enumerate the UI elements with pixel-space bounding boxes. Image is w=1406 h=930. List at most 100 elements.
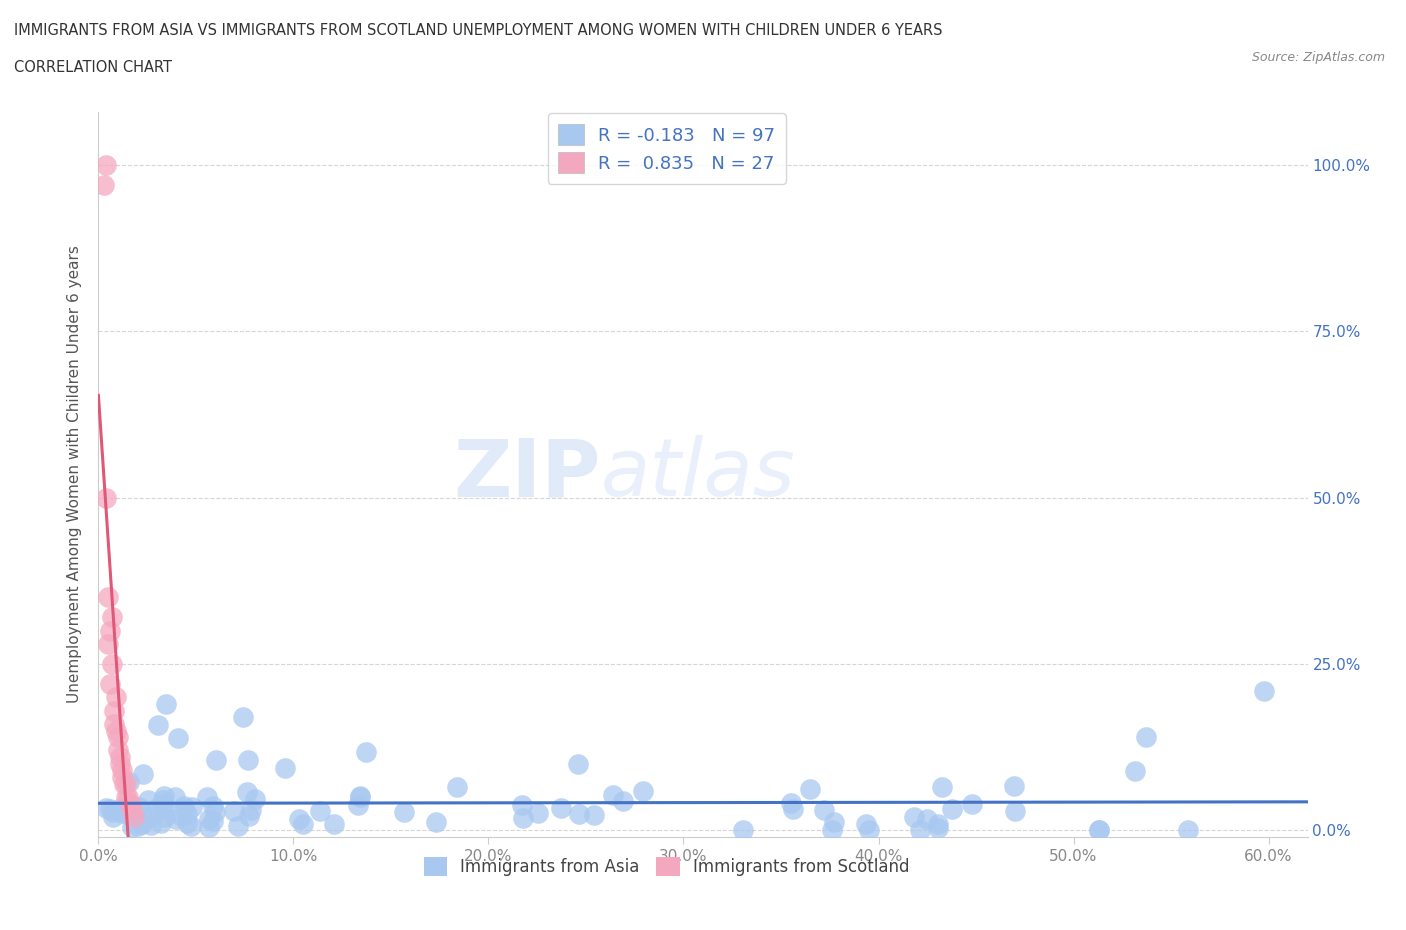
Point (103, 809, 125, 824)
Point (127, 818, 149, 833)
Y-axis label: Unemployment Among Women with Children Under 6 years: Unemployment Among Women with Children U… (67, 246, 83, 703)
Point (195, 790, 218, 804)
Point (110, 800, 132, 815)
Point (823, 815, 845, 830)
Point (287, 812, 309, 827)
Point (93, 178, 115, 193)
Point (568, 806, 591, 821)
Point (169, 807, 191, 822)
Point (602, 788, 624, 803)
Text: atlas: atlas (600, 435, 794, 513)
Point (356, 744, 378, 759)
Point (121, 819, 143, 834)
Point (240, 803, 263, 817)
Point (226, 819, 249, 834)
Point (232, 710, 254, 724)
Point (238, 752, 260, 767)
Point (512, 811, 534, 826)
Point (821, 822, 844, 837)
Point (322, 817, 344, 831)
Point (583, 807, 606, 822)
Point (550, 801, 572, 816)
Point (131, 817, 153, 831)
Point (97, 636, 120, 651)
Point (132, 810, 155, 825)
Point (612, 794, 634, 809)
Point (733, 822, 755, 837)
Point (349, 790, 371, 804)
Point (112, 777, 135, 791)
Point (238, 809, 260, 824)
Point (108, 750, 131, 764)
Point (222, 804, 245, 818)
Point (165, 790, 187, 804)
Point (204, 804, 226, 819)
Point (527, 805, 550, 820)
Point (98, 623, 121, 638)
Point (153, 809, 176, 824)
Point (118, 796, 141, 811)
Point (931, 779, 953, 794)
Point (510, 798, 533, 813)
Point (198, 819, 221, 834)
Legend: Immigrants from Asia, Immigrants from Scotland: Immigrants from Asia, Immigrants from Sc… (418, 851, 917, 884)
Point (236, 784, 259, 799)
Point (394, 804, 416, 819)
Point (181, 799, 204, 814)
Point (122, 810, 145, 825)
Point (146, 717, 169, 732)
Text: ZIP: ZIP (453, 435, 600, 513)
Point (107, 730, 129, 745)
Point (114, 790, 136, 804)
Point (108, 756, 131, 771)
Point (201, 799, 224, 814)
Point (153, 789, 176, 804)
Point (139, 817, 162, 832)
Point (98, 676, 121, 691)
Point (101, 657, 124, 671)
Point (150, 816, 173, 830)
Point (165, 811, 187, 826)
Point (103, 703, 125, 718)
Point (180, 818, 202, 833)
Point (101, 805, 124, 820)
Point (202, 814, 225, 829)
Point (118, 775, 141, 790)
Point (176, 806, 198, 821)
Point (96, 157, 118, 172)
Point (782, 802, 804, 817)
Point (117, 808, 139, 823)
Point (567, 757, 589, 772)
Point (1087, 822, 1109, 837)
Point (152, 797, 174, 812)
Point (136, 810, 159, 825)
Point (98, 802, 121, 817)
Point (1123, 764, 1146, 778)
Point (927, 821, 949, 836)
Point (107, 743, 129, 758)
Point (903, 810, 925, 825)
Point (1004, 804, 1026, 818)
Point (136, 792, 159, 807)
Point (1135, 730, 1157, 745)
Point (915, 811, 938, 826)
Point (633, 784, 655, 799)
Point (152, 792, 174, 807)
Point (132, 766, 155, 781)
Point (96, 490, 118, 505)
Point (97, 590, 120, 604)
Point (799, 781, 821, 796)
Point (103, 716, 125, 731)
Point (425, 815, 447, 830)
Point (347, 798, 370, 813)
Point (908, 822, 931, 837)
Point (349, 789, 371, 804)
Point (118, 796, 141, 811)
Point (309, 804, 332, 818)
Point (941, 802, 963, 817)
Point (274, 761, 297, 776)
Point (152, 802, 174, 817)
Point (446, 779, 468, 794)
Point (117, 790, 139, 804)
Point (292, 817, 315, 831)
